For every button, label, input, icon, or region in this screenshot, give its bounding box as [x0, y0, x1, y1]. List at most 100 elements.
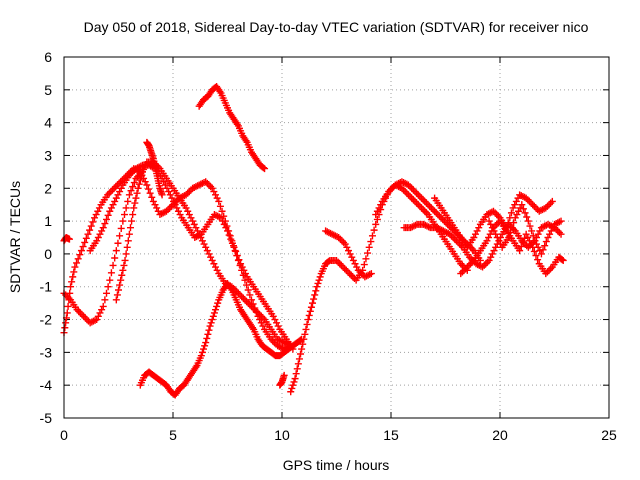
data-point — [65, 296, 73, 304]
data-point — [492, 243, 500, 251]
data-point — [292, 370, 300, 378]
data-point — [316, 273, 324, 281]
data-point — [409, 196, 417, 204]
data-point — [344, 247, 352, 255]
data-point — [346, 250, 354, 258]
data-point — [96, 309, 104, 317]
data-point — [110, 184, 118, 192]
data-point — [125, 191, 133, 199]
data-point — [213, 194, 221, 202]
data-point — [62, 319, 70, 327]
series-arc-11 — [322, 227, 375, 281]
data-point — [126, 224, 134, 232]
data-point — [487, 253, 495, 261]
data-point — [525, 197, 533, 205]
data-point — [159, 209, 167, 217]
data-point — [190, 220, 198, 228]
data-point — [84, 230, 92, 238]
data-point — [315, 276, 323, 284]
data-point — [485, 256, 493, 264]
data-point — [432, 209, 440, 217]
data-point — [558, 256, 566, 264]
y-tick-label: -2 — [40, 312, 53, 328]
data-point — [200, 345, 208, 353]
data-point — [129, 183, 137, 191]
data-point — [109, 186, 117, 194]
data-point — [298, 345, 306, 353]
y-tick-label: -1 — [40, 279, 53, 295]
data-point — [510, 225, 518, 233]
x-tick-label: 25 — [601, 427, 617, 443]
data-point — [116, 232, 124, 240]
data-point — [516, 204, 524, 212]
data-point — [462, 265, 470, 273]
data-point — [471, 230, 479, 238]
data-point — [66, 289, 74, 297]
data-point — [127, 187, 135, 195]
data-point — [440, 217, 448, 225]
data-point — [497, 240, 505, 248]
data-point — [372, 220, 380, 228]
data-point — [426, 202, 434, 210]
data-point — [370, 226, 378, 234]
y-tick-label: -5 — [40, 410, 53, 426]
data-point — [409, 186, 417, 194]
data-point — [119, 266, 127, 274]
data-point — [210, 188, 218, 196]
data-point — [106, 276, 114, 284]
data-point — [313, 283, 321, 291]
data-point — [207, 253, 215, 261]
data-point — [96, 230, 104, 238]
data-point — [485, 234, 493, 241]
data-point — [419, 206, 427, 214]
series-arc-3 — [60, 234, 73, 245]
data-point — [483, 258, 491, 266]
series-arc-8 — [136, 279, 306, 399]
chart-title: Day 050 of 2018, Sidereal Day-to-day VTE… — [84, 19, 589, 35]
data-point — [112, 194, 120, 202]
data-point — [419, 196, 427, 204]
data-point — [198, 348, 206, 356]
data-point — [490, 247, 498, 255]
y-tick-label: 2 — [44, 180, 52, 196]
data-point — [424, 201, 432, 209]
data-point — [79, 243, 87, 251]
data-point — [547, 199, 555, 207]
data-point — [413, 189, 421, 197]
data-point — [533, 234, 541, 241]
data-point — [273, 319, 281, 327]
data-point — [342, 266, 350, 274]
data-point — [350, 275, 358, 283]
data-point — [244, 286, 252, 294]
data-point — [98, 306, 106, 314]
data-point — [519, 238, 527, 246]
data-point — [431, 207, 439, 215]
data-point — [460, 266, 468, 274]
data-point — [81, 238, 89, 246]
data-point — [302, 325, 310, 333]
data-point — [304, 316, 312, 324]
data-point — [118, 271, 126, 279]
data-point — [227, 235, 235, 243]
data-point — [411, 188, 419, 196]
y-tick-label: 5 — [44, 82, 52, 98]
data-point — [373, 207, 381, 215]
data-point — [411, 197, 419, 205]
data-point — [341, 240, 349, 248]
data-point — [99, 224, 107, 232]
data-point — [309, 299, 317, 307]
data-point — [114, 191, 122, 199]
data-point — [120, 261, 128, 269]
data-point — [372, 211, 380, 219]
data-point — [112, 247, 120, 255]
data-point — [234, 289, 242, 297]
data-point — [513, 211, 521, 219]
data-point — [137, 172, 145, 180]
data-point — [349, 273, 357, 281]
data-point — [210, 260, 218, 268]
data-point — [174, 207, 182, 215]
data-point — [427, 204, 435, 212]
data-point — [463, 263, 471, 271]
data-point — [104, 211, 112, 219]
data-point — [536, 227, 544, 235]
